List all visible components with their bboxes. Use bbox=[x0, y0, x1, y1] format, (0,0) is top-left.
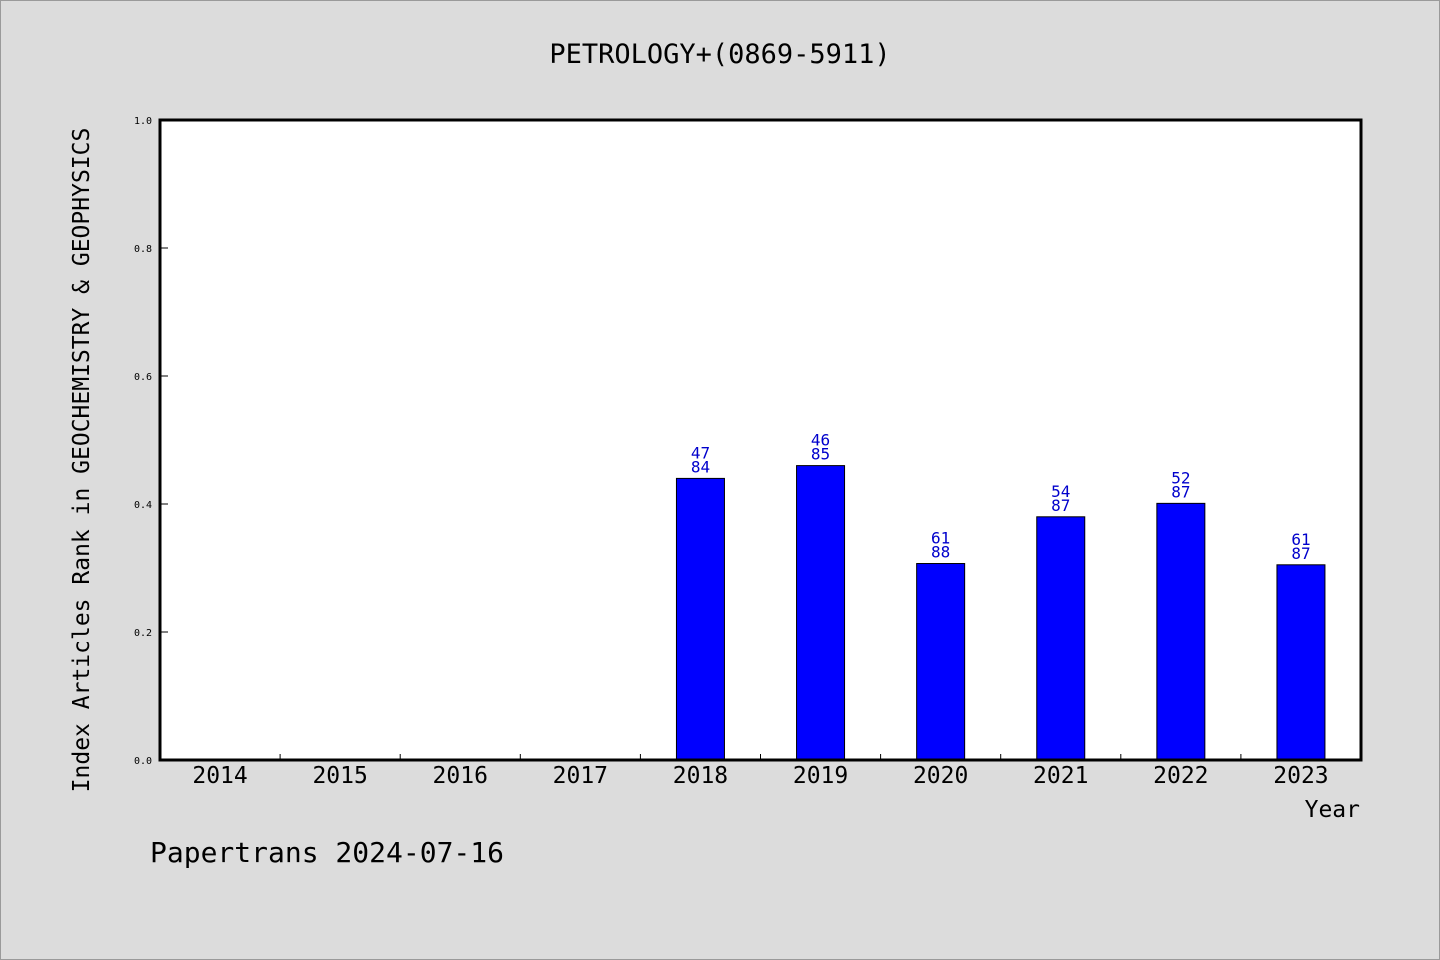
y-tick-label: 0.2 bbox=[134, 628, 152, 639]
ticks-layer: 0.0 0.2 0.4 0.6 0.8 1.0 2014 2015 2016 2017 2018 20… bbox=[134, 116, 1329, 789]
footer-credit: Papertrans 2024-07-16 bbox=[150, 836, 504, 869]
bar bbox=[1276, 564, 1326, 761]
x-tick-label: 2020 bbox=[913, 763, 968, 789]
chart-title: PETROLOGY+(0869-5911) bbox=[549, 39, 890, 70]
plot-border bbox=[158, 118, 1363, 762]
x-tick-label: 2018 bbox=[673, 763, 728, 789]
bar-label-rank: 61 bbox=[1291, 530, 1310, 549]
x-tick-label: 2014 bbox=[192, 763, 247, 789]
bar-label-rank: 47 bbox=[691, 443, 710, 462]
bar-label-total: 87 bbox=[1291, 544, 1310, 563]
x-tick-label: 2022 bbox=[1153, 763, 1208, 789]
y-tick-label: 0.4 bbox=[134, 500, 152, 511]
x-tick-label: 2017 bbox=[553, 763, 608, 789]
bar-label-total: 87 bbox=[1051, 496, 1070, 515]
bar-label-rank: 54 bbox=[1051, 482, 1070, 501]
x-axis-label: Year bbox=[1305, 797, 1360, 823]
x-tick-label: 2015 bbox=[312, 763, 367, 789]
bar-label-total: 85 bbox=[811, 445, 830, 464]
y-axis-label: Index Articles Rank in GEOCHEMISTRY & GE… bbox=[69, 128, 95, 793]
bar-label-total: 84 bbox=[691, 457, 710, 476]
bar-label-total: 88 bbox=[931, 543, 950, 562]
bar bbox=[796, 465, 846, 761]
x-tick-label: 2023 bbox=[1273, 763, 1328, 789]
bar-label-rank: 46 bbox=[811, 431, 830, 450]
bar bbox=[1156, 502, 1206, 761]
bar-label-rank: 61 bbox=[931, 529, 950, 548]
x-tick-label: 2016 bbox=[433, 763, 488, 789]
bar bbox=[1036, 516, 1086, 761]
y-tick-label: 0.8 bbox=[134, 244, 152, 255]
bar-label-total: 87 bbox=[1171, 482, 1190, 501]
x-tick-label: 2019 bbox=[793, 763, 848, 789]
y-tick-label: 1.0 bbox=[134, 116, 152, 127]
bar bbox=[916, 563, 966, 761]
bars-layer bbox=[675, 465, 1326, 761]
bar-label-rank: 52 bbox=[1171, 468, 1190, 487]
x-tick-label: 2021 bbox=[1033, 763, 1088, 789]
bar bbox=[675, 477, 725, 761]
y-tick-label: 0.6 bbox=[134, 372, 152, 383]
y-tick-label: 0.0 bbox=[134, 756, 152, 767]
